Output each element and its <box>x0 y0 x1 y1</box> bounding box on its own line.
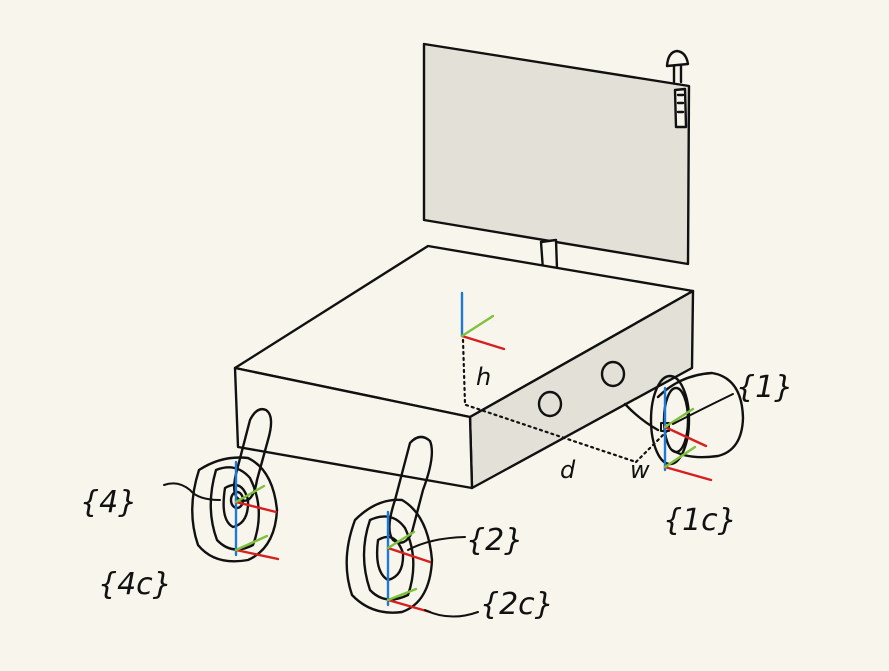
body-frame <box>460 291 506 351</box>
label-frame-2: {2} <box>466 523 523 558</box>
wheel-2 <box>345 435 479 618</box>
label-depth: d <box>560 456 576 484</box>
display-screen <box>422 42 691 272</box>
width-dimension-line <box>634 428 670 464</box>
label-width: w <box>630 456 650 484</box>
camera-icon <box>665 49 690 84</box>
label-frame-1c: {1c} <box>663 503 737 538</box>
sensor-icon <box>673 87 688 129</box>
bumper-hole-left <box>537 390 563 418</box>
label-frame-4c: {4c} <box>98 567 172 602</box>
chassis-box <box>233 244 695 490</box>
chassis-left <box>233 366 474 490</box>
labels: {1} {1c} {2} {2c} {4} {4c} h d w <box>80 363 793 622</box>
wheel-4 <box>163 407 280 563</box>
dimension-lines <box>461 338 670 464</box>
label-frame-2c: {2c} <box>480 587 554 622</box>
wheel-1 <box>623 371 745 482</box>
height-dimension-line <box>461 338 467 406</box>
depth-dimension-line <box>464 403 638 464</box>
screen-panel <box>422 42 691 266</box>
bumper-hole-right <box>600 360 626 388</box>
label-frame-4: {4} <box>80 485 137 520</box>
label-height: h <box>476 363 491 391</box>
label-frame-1: {1} <box>736 370 793 405</box>
